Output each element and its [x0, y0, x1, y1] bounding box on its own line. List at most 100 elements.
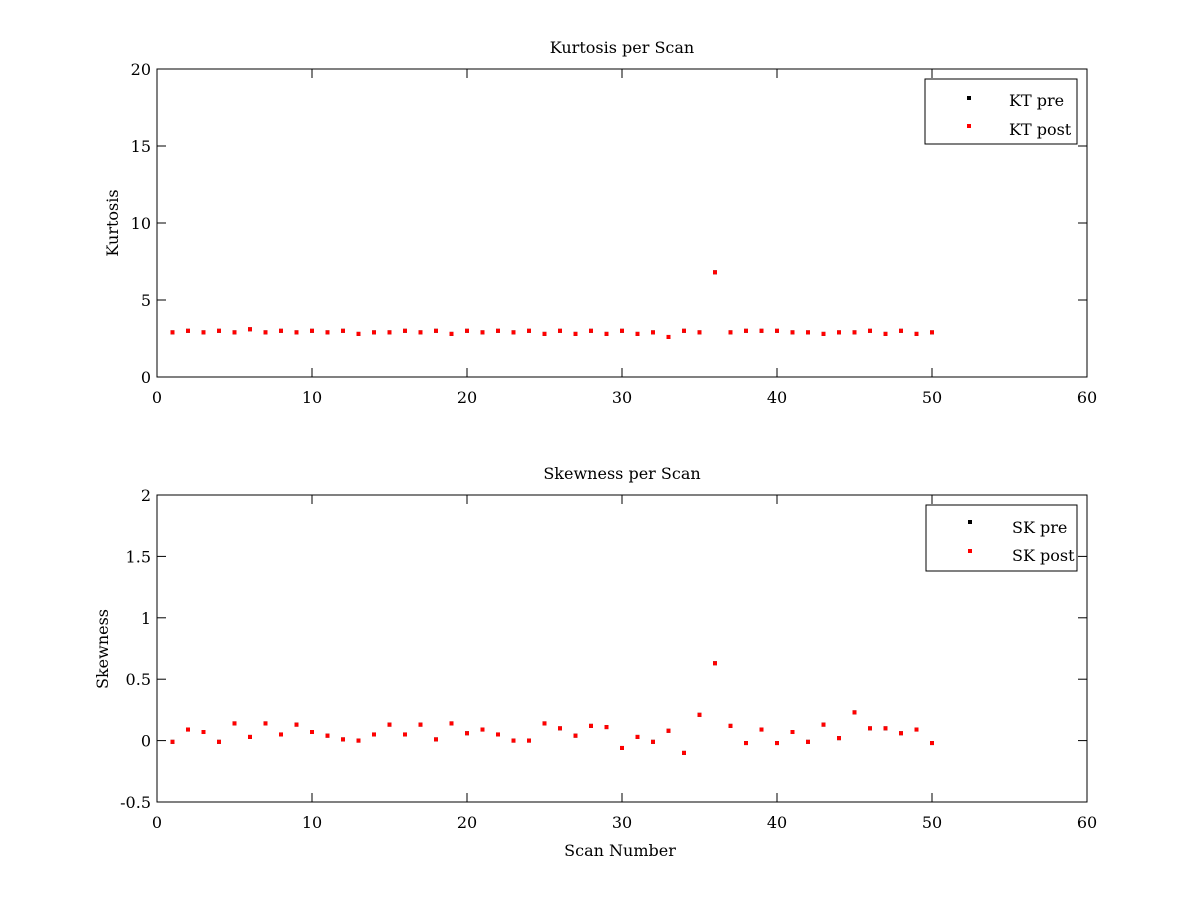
kurtosis-point-post: [496, 328, 500, 333]
skewness-point-post: [666, 728, 671, 733]
skewness-ytick-label: 0.5: [126, 670, 151, 689]
skewness-point-post: [542, 721, 547, 726]
kurtosis-legend-marker-post: [967, 124, 971, 128]
kurtosis-xtick-label: 20: [457, 388, 477, 407]
kurtosis-point-post: [325, 330, 330, 335]
kurtosis-point-post: [558, 328, 562, 333]
skewness-xtick-label: 20: [457, 813, 477, 832]
kurtosis-point-post: [372, 330, 376, 335]
kurtosis-point-post: [883, 331, 888, 336]
kurtosis-point-post: [620, 328, 624, 333]
kurtosis-xtick-label: 60: [1077, 388, 1097, 407]
kurtosis-point-post: [403, 328, 407, 333]
kurtosis-ytick-label: 5: [141, 291, 151, 310]
skewness-point-post: [356, 738, 361, 743]
skewness-point-post: [341, 737, 345, 742]
kurtosis-point-post: [527, 328, 531, 333]
skewness-point-post: [651, 739, 655, 744]
kurtosis-point-post: [868, 328, 872, 333]
kurtosis-y-ticks: 0 5 10 15 20: [131, 60, 1087, 387]
skewness-point-post: [914, 727, 919, 732]
kurtosis-ytick-label: 0: [141, 368, 151, 387]
skewness-point-post: [449, 721, 454, 726]
skewness-point-post: [744, 741, 748, 746]
skewness-xtick-label: 10: [302, 813, 322, 832]
skewness-ytick-label: -0.5: [120, 793, 151, 812]
kurtosis-point-post: [465, 328, 469, 333]
kurtosis-legend-marker-pre: [967, 96, 971, 100]
kurtosis-point-post: [852, 330, 857, 335]
kurtosis-ylabel: Kurtosis: [103, 189, 122, 256]
kurtosis-point-post: [666, 334, 671, 339]
skewness-point-post: [294, 722, 299, 727]
skewness-point-post: [496, 732, 500, 737]
skewness-point-post: [403, 732, 407, 737]
skewness-point-post: [480, 727, 485, 732]
skewness-point-post: [635, 734, 640, 739]
kurtosis-xtick-label: 40: [767, 388, 787, 407]
kurtosis-data-points: [170, 270, 934, 339]
kurtosis-point-post: [217, 328, 221, 333]
skewness-point-post: [713, 661, 717, 666]
skewness-point-post: [759, 727, 764, 732]
skewness-point-post: [899, 731, 903, 736]
skewness-point-post: [511, 738, 516, 743]
skewness-point-post: [248, 734, 252, 739]
skewness-point-post: [170, 739, 175, 744]
skewness-point-post: [697, 712, 702, 717]
kurtosis-point-post: [356, 331, 361, 336]
kurtosis-point-post: [573, 331, 578, 336]
kurtosis-point-post: [589, 328, 593, 333]
skewness-x-ticks: 0 10 20 30 40 50 60: [152, 495, 1097, 832]
skewness-point-post: [263, 721, 268, 726]
skewness-xtick-label: 0: [152, 813, 162, 832]
skewness-point-post: [310, 730, 314, 735]
skewness-point-post: [883, 726, 888, 731]
skewness-point-post: [837, 736, 841, 741]
kurtosis-point-post: [759, 328, 764, 333]
kurtosis-point-post: [790, 330, 795, 335]
kurtosis-point-post: [418, 330, 423, 335]
kurtosis-legend-label-post: KT post: [1009, 120, 1072, 139]
kurtosis-point-post: [248, 327, 252, 332]
kurtosis-point-post: [806, 330, 810, 335]
kurtosis-point-post: [279, 328, 283, 333]
skewness-point-post: [465, 731, 469, 736]
skewness-point-post: [279, 732, 283, 737]
kurtosis-point-post: [201, 330, 206, 335]
kurtosis-point-post: [186, 328, 190, 333]
skewness-point-post: [387, 722, 392, 727]
skewness-point-post: [790, 730, 795, 735]
kurtosis-point-post: [511, 330, 516, 335]
kurtosis-point-post: [697, 330, 702, 335]
skewness-point-post: [527, 738, 531, 743]
skewness-point-post: [372, 732, 376, 737]
skewness-xlabel: Scan Number: [564, 841, 676, 860]
kurtosis-point-post: [542, 331, 547, 336]
skewness-point-post: [434, 737, 438, 742]
kurtosis-point-post: [821, 331, 826, 336]
skewness-point-post: [573, 733, 578, 738]
skewness-legend-marker-pre: [968, 520, 972, 524]
skewness-legend-label-post: SK post: [1012, 546, 1075, 565]
skewness-legend: SK pre SK post: [925, 504, 1078, 572]
skewness-point-post: [728, 723, 733, 728]
kurtosis-point-post: [449, 331, 454, 336]
kurtosis-point-post: [480, 330, 485, 335]
kurtosis-point-post: [635, 331, 640, 336]
kurtosis-ytick-label: 10: [131, 214, 151, 233]
kurtosis-point-post: [263, 330, 268, 335]
kurtosis-legend: KT pre KT post: [924, 78, 1078, 145]
kurtosis-point-post: [837, 330, 841, 335]
skewness-ytick-label: 0: [141, 732, 151, 751]
skewness-point-post: [217, 739, 221, 744]
skewness-xtick-label: 40: [767, 813, 787, 832]
skewness-xtick-label: 60: [1077, 813, 1097, 832]
kurtosis-ytick-label: 20: [131, 60, 151, 79]
kurtosis-point-post: [232, 330, 237, 335]
kurtosis-legend-box: [924, 78, 1078, 145]
kurtosis-point-post: [651, 330, 655, 335]
kurtosis-panel: Kurtosis per Scan Kurtosis 0 10 20 30 40 50 60…: [103, 38, 1097, 407]
